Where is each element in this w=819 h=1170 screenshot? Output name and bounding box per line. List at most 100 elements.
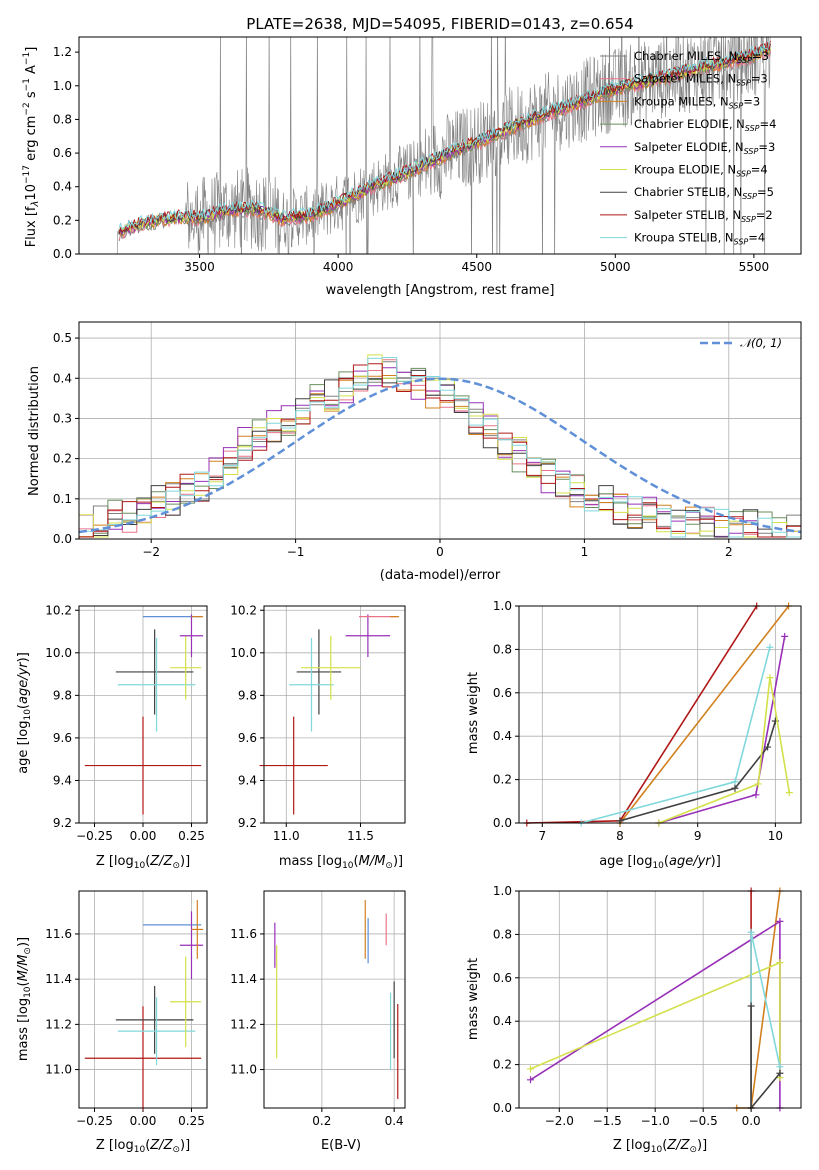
y-tick-label: 0.0 (53, 247, 72, 261)
x-tick-label: 4000 (323, 260, 354, 274)
y-tick-label: 0.8 (493, 927, 512, 941)
weight-line-5 (658, 677, 791, 824)
x-tick-label: 0.4 (385, 1114, 404, 1128)
legend-label: Kroupa ELODIE, NSSP=4 (634, 163, 768, 179)
y-tick-label: 0.4 (53, 180, 72, 194)
weight-marker (527, 1076, 535, 1084)
weight-marker (731, 778, 739, 786)
age-z-ylabel: age [log10(age/yr)] (16, 652, 33, 774)
y-tick-label: 10.0 (45, 646, 72, 660)
x-tick-label: −0.25 (76, 1114, 113, 1128)
spectrum-xlabel: wavelength [Angstrom, rest frame] (326, 283, 555, 298)
x-tick-label: 0.25 (178, 1114, 205, 1128)
weight-marker (747, 1002, 755, 1010)
axes-frame (518, 890, 802, 1109)
y-tick-label: 9.2 (53, 816, 72, 830)
weight-marker (766, 674, 774, 682)
weight-line-1 (619, 605, 790, 824)
age-z-xlabel: Z [log10(Z/Z⊙)] (96, 854, 190, 871)
weight-marker (781, 632, 789, 640)
y-tick-label: 11.0 (45, 1063, 72, 1077)
normal-reference-curve (79, 377, 801, 534)
weight-marker (776, 917, 784, 925)
x-tick-label: 0.25 (178, 829, 205, 843)
x-tick-label: −1.0 (641, 1114, 670, 1128)
histogram-step-2 (79, 375, 801, 538)
weight-marker (747, 928, 755, 936)
y-tick-label: 11.2 (45, 1017, 72, 1031)
weight-marker (776, 1063, 784, 1071)
x-tick-label: 0.00 (130, 1114, 157, 1128)
axes-frame (263, 890, 406, 1109)
y-tick-label: 10.2 (45, 603, 72, 617)
spectrum-title: PLATE=2638, MJD=54095, FIBERID=0143, z=0… (246, 15, 633, 33)
age-vs-mass-plot: 11.0 11.5 9.2 9.4 9.6 9.8 10.0 10.2 (230, 603, 406, 843)
spectrum-plot: 3500 4000 4500 5000 5500 0.0 0.2 0.4 0.6 0.8 1.0 1.… (53, 36, 802, 274)
axes-frame (78, 321, 802, 540)
x-tick-label: −2.0 (545, 1114, 574, 1128)
y-tick-label: 9.4 (53, 773, 72, 787)
y-tick-label: 0.2 (493, 773, 512, 787)
y-tick-label: 11.6 (45, 927, 72, 941)
x-tick-label: 5000 (600, 260, 631, 274)
y-tick-label: 0.3 (53, 411, 72, 425)
spectrum-ylabel: Flux [fλ10−17 erg cm−2 s−1 A−1] (22, 47, 41, 248)
x-tick-label: 0 (436, 545, 444, 559)
x-tick-label: 2 (725, 545, 733, 559)
y-tick-label: 9.2 (238, 816, 257, 830)
mass-vs-metallicity-plot: −0.25 0.00 0.25 11.0 11.2 11.4 11.6 (45, 890, 208, 1128)
y-tick-label: 11.6 (230, 927, 257, 941)
axes-frame (78, 605, 208, 824)
y-tick-label: 1.0 (53, 79, 72, 93)
y-tick-label: 1.0 (493, 884, 512, 898)
observed-spectrum-line (115, 37, 771, 254)
x-tick-label: −1.5 (593, 1114, 622, 1128)
weight-line-4 (619, 720, 777, 822)
y-tick-label: 0.6 (53, 146, 72, 160)
y-tick-label: 0.2 (493, 1058, 512, 1072)
axes-frame (518, 605, 802, 824)
weight-z-xlabel: Z [log10(Z/Z⊙)] (613, 1138, 707, 1155)
y-tick-label: 11.4 (45, 972, 72, 986)
spectrum-lines (115, 37, 771, 254)
y-tick-label: 0.2 (53, 213, 72, 227)
x-tick-label: −0.25 (76, 829, 113, 843)
x-tick-label: 10 (768, 829, 783, 843)
y-tick-label: 0.6 (493, 971, 512, 985)
axes-frame (263, 605, 406, 824)
x-tick-label: 1 (581, 545, 589, 559)
weight-vs-age-plot: 7 8 9 10 0.0 0.2 0.4 0.6 0.8 1.0 (493, 599, 802, 843)
x-tick-label: 11.5 (347, 829, 374, 843)
y-tick-label: 0.8 (493, 642, 512, 656)
age-mass-xlabel: mass [log10(M/M⊙)] (279, 854, 403, 871)
x-tick-label: 11.0 (273, 829, 300, 843)
weight-marker (752, 791, 760, 799)
x-tick-label: −0.5 (689, 1114, 718, 1128)
y-tick-label: 0.8 (53, 112, 72, 126)
y-tick-label: 0.0 (53, 532, 72, 546)
legend-label: Salpeter ELODIE, NSSP=3 (634, 140, 775, 156)
legend-label: Salpeter STELIB, NSSP=2 (634, 208, 773, 224)
x-tick-label: 9 (694, 829, 702, 843)
legend-label: Chabrier MILES, NSSP=3 (634, 49, 769, 65)
histogram-xlabel: (data-model)/error (380, 568, 501, 583)
weight-marker (527, 1065, 535, 1073)
x-tick-label: −2 (142, 545, 160, 559)
x-tick-label: 4500 (461, 260, 492, 274)
y-tick-label: 9.6 (53, 731, 72, 745)
weight-line-1 (736, 890, 781, 1109)
legend-label: Salpeter MILES, NSSP=3 (634, 72, 768, 88)
legend-label: 𝒩(0, 1) (740, 336, 782, 350)
weight-line-0 (526, 605, 758, 824)
legend-label: Kroupa MILES, NSSP=3 (634, 94, 760, 110)
y-tick-label: 1.0 (493, 599, 512, 613)
weight-line-4 (750, 932, 781, 1108)
y-tick-label: 9.6 (238, 731, 257, 745)
y-tick-label: 11.2 (230, 1017, 257, 1031)
histogram-series (79, 354, 801, 538)
x-tick-label: 8 (616, 829, 624, 843)
x-tick-label: 0.0 (742, 1114, 761, 1128)
y-tick-label: 10.0 (230, 646, 257, 660)
x-tick-label: −1 (287, 545, 305, 559)
